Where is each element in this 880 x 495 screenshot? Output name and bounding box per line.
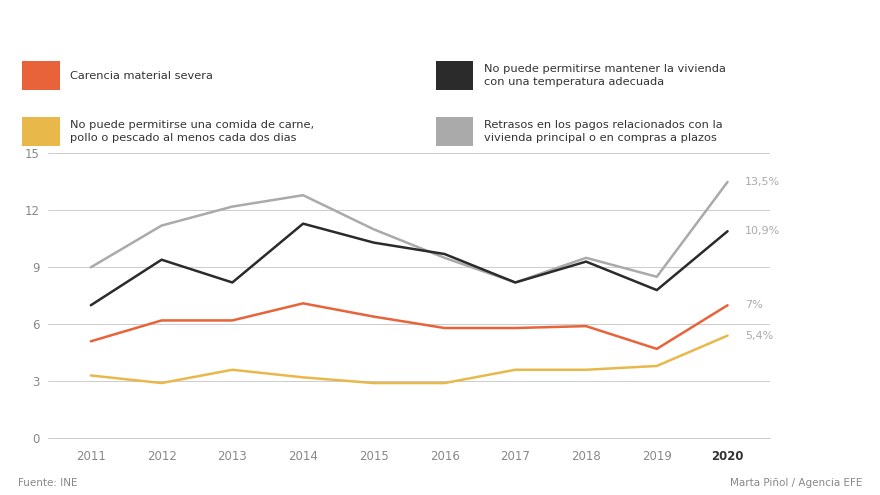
FancyBboxPatch shape	[22, 117, 60, 146]
Text: Carencia material severa: Carencia material severa	[70, 71, 213, 81]
Text: (en %): (en %)	[524, 27, 572, 40]
Text: 13,5%: 13,5%	[745, 177, 781, 187]
Text: 5,4%: 5,4%	[745, 331, 774, 341]
Text: 10,9%: 10,9%	[745, 226, 781, 236]
Text: 7%: 7%	[745, 300, 763, 310]
FancyBboxPatch shape	[22, 61, 60, 90]
Text: carencia material severa y de algunos de sus componentes: carencia material severa y de algunos de…	[77, 27, 521, 40]
Text: No puede permitirse mantener la vivienda
con una temperatura adecuada: No puede permitirse mantener la vivienda…	[484, 64, 726, 87]
FancyBboxPatch shape	[436, 117, 473, 146]
Text: Retrasos en los pagos relacionados con la
vivienda principal o en compras a plaz: Retrasos en los pagos relacionados con l…	[484, 120, 722, 143]
Text: Evolución de la: Evolución de la	[6, 27, 112, 40]
Text: Fuente: INE: Fuente: INE	[18, 478, 77, 488]
Text: No puede permitirse una comida de carne,
pollo o pescado al menos cada dos dias: No puede permitirse una comida de carne,…	[70, 120, 314, 143]
Text: Marta Piñol / Agencia EFE: Marta Piñol / Agencia EFE	[730, 478, 862, 488]
FancyBboxPatch shape	[436, 61, 473, 90]
